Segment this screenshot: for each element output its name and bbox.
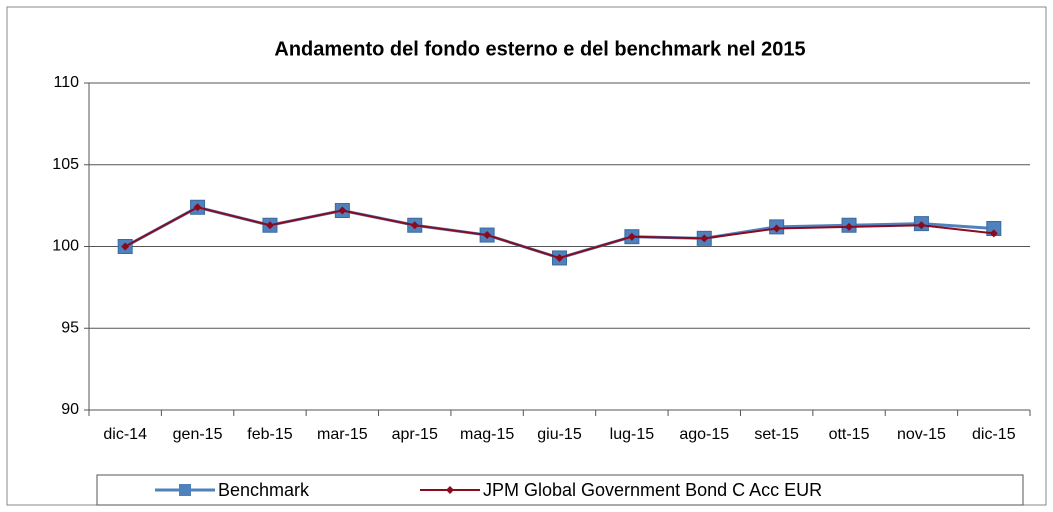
- chart-frame: [6, 6, 1047, 506]
- x-tick-label: dic-14: [103, 426, 147, 443]
- x-tick-label: lug-15: [610, 426, 655, 443]
- x-tick-label: feb-15: [247, 426, 292, 443]
- marker: [989, 229, 998, 238]
- y-tick-label: 95: [61, 319, 79, 336]
- x-tick-label: dic-15: [972, 426, 1016, 443]
- x-tick-label: mag-15: [460, 426, 514, 443]
- x-tick-label: nov-15: [897, 426, 946, 443]
- marker: [483, 231, 492, 240]
- marker: [845, 222, 854, 231]
- x-tick-label: ott-15: [829, 426, 870, 443]
- marker: [627, 232, 636, 241]
- legend-label: Benchmark: [218, 480, 310, 500]
- marker: [410, 221, 419, 230]
- x-tick-label: ago-15: [679, 426, 729, 443]
- y-tick-label: 105: [52, 156, 79, 173]
- x-tick-label: apr-15: [392, 426, 438, 443]
- x-tick-label: mar-15: [317, 426, 368, 443]
- legend-marker: [179, 484, 191, 496]
- x-tick-label: gen-15: [173, 426, 223, 443]
- marker: [265, 221, 274, 230]
- legend-label: JPM Global Government Bond C Acc EUR: [483, 480, 822, 500]
- y-tick-label: 110: [53, 74, 79, 91]
- marker: [121, 242, 130, 251]
- y-tick-label: 100: [52, 238, 79, 255]
- legend-marker: [446, 486, 454, 494]
- y-tick-label: 90: [61, 401, 79, 418]
- x-tick-label: set-15: [754, 426, 799, 443]
- marker: [555, 253, 564, 262]
- marker: [700, 234, 709, 243]
- legend-box: [96, 474, 1024, 506]
- marker: [193, 203, 202, 212]
- marker: [772, 224, 781, 233]
- chart-title: Andamento del fondo esterno e del benchm…: [274, 38, 805, 60]
- x-tick-label: giu-15: [537, 426, 582, 443]
- marker: [917, 221, 926, 230]
- marker: [338, 206, 347, 215]
